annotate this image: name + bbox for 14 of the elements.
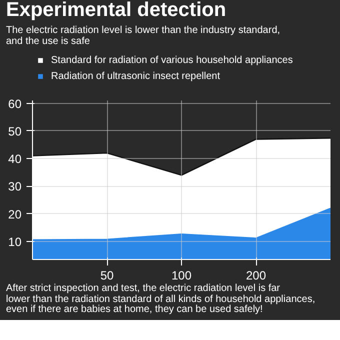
x-tick-label: 200 <box>246 268 266 282</box>
y-tick-label: 40 <box>8 152 22 166</box>
chart-title: Experimental detection <box>6 0 226 21</box>
legend-label: Standard for radiation of various household appliances <box>51 54 293 66</box>
y-tick-label: 10 <box>8 235 22 250</box>
x-tick-label: 100 <box>171 268 192 282</box>
y-tick-label: 30 <box>8 180 22 194</box>
y-tick-label: 50 <box>8 124 22 138</box>
y-tick-label: 60 <box>8 96 22 111</box>
legend-label: Radiation of ultrasonic insect repellent <box>51 70 220 82</box>
chart-subtitle: The electric radiation level is lower than the industry standard, and the use is safe <box>6 25 280 47</box>
x-tick-label: 50 <box>100 268 114 282</box>
y-tick-label: 20 <box>8 207 22 222</box>
text: After strict inspection and test, the electric radiation level is far lower than the radiation standard of all kinds of household appliances, even if there are babies at home, they can be used safely! <box>6 283 316 316</box>
